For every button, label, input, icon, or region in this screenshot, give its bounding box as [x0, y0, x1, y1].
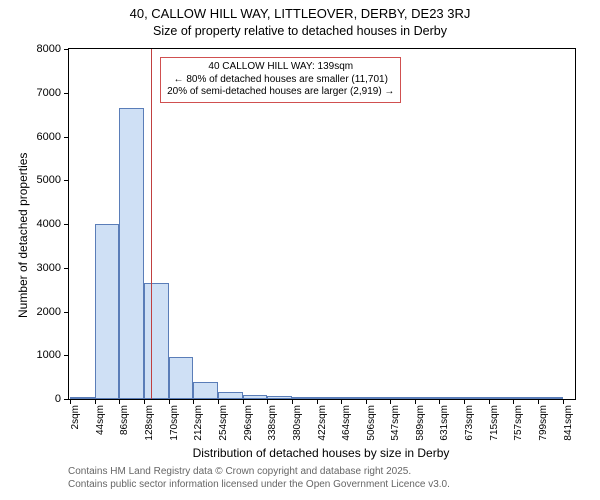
x-tick-mark [267, 399, 268, 404]
y-tick-label: 4000 [37, 218, 61, 230]
x-tick-label: 86sqm [119, 405, 130, 435]
histogram-bar [243, 395, 268, 399]
y-tick-label: 0 [55, 393, 61, 405]
y-tick-label: 3000 [37, 262, 61, 274]
x-tick-label: 757sqm [513, 405, 524, 441]
histogram-bar [390, 397, 415, 399]
x-tick-mark [144, 399, 145, 404]
x-tick-label: 380sqm [292, 405, 303, 441]
y-axis-label: Number of detached properties [16, 153, 30, 318]
y-tick-label: 1000 [37, 349, 61, 361]
x-tick-label: 799sqm [538, 405, 549, 441]
x-tick-label: 422sqm [317, 405, 328, 441]
x-tick-label: 547sqm [390, 405, 401, 441]
x-tick-mark [341, 399, 342, 404]
y-tick-mark [64, 399, 69, 400]
footer-line2: Contains public sector information licen… [68, 479, 450, 492]
y-tick-mark [64, 268, 69, 269]
x-tick-mark [70, 399, 71, 404]
chart-title-line1: 40, CALLOW HILL WAY, LITTLEOVER, DERBY, … [0, 6, 600, 23]
histogram-bar [292, 397, 317, 399]
x-tick-label: 2sqm [70, 405, 81, 429]
y-tick-label: 8000 [37, 43, 61, 55]
x-tick-mark [169, 399, 170, 404]
x-tick-mark [513, 399, 514, 404]
chart-title-line2: Size of property relative to detached ho… [0, 23, 600, 39]
x-tick-mark [193, 399, 194, 404]
histogram-bar [415, 397, 440, 399]
annotation-line: 40 CALLOW HILL WAY: 139sqm [167, 61, 394, 74]
y-tick-mark [64, 180, 69, 181]
x-tick-label: 296sqm [243, 405, 254, 441]
histogram-bar [119, 108, 144, 399]
x-tick-label: 506sqm [366, 405, 377, 441]
footer-line1: Contains HM Land Registry data © Crown c… [68, 466, 450, 479]
histogram-bar [218, 392, 243, 399]
histogram-bar [513, 397, 538, 399]
x-tick-label: 254sqm [218, 405, 229, 441]
x-tick-label: 464sqm [341, 405, 352, 441]
x-tick-mark [390, 399, 391, 404]
histogram-bar [489, 397, 514, 399]
histogram-bar [267, 396, 292, 399]
x-tick-mark [218, 399, 219, 404]
x-tick-label: 212sqm [193, 405, 204, 441]
annotation-box: 40 CALLOW HILL WAY: 139sqm← 80% of detac… [160, 57, 401, 103]
x-tick-mark [119, 399, 120, 404]
y-tick-label: 5000 [37, 174, 61, 186]
marker-vertical-line [151, 49, 152, 399]
x-tick-mark [415, 399, 416, 404]
annotation-line: ← 80% of detached houses are smaller (11… [167, 74, 394, 87]
x-tick-label: 589sqm [415, 405, 426, 441]
x-tick-label: 673sqm [464, 405, 475, 441]
y-tick-label: 6000 [37, 131, 61, 143]
x-tick-mark [489, 399, 490, 404]
x-tick-mark [366, 399, 367, 404]
histogram-plot: 0100020003000400050006000700080002sqm44s… [68, 48, 576, 400]
x-tick-label: 170sqm [169, 405, 180, 441]
y-tick-label: 2000 [37, 306, 61, 318]
x-tick-label: 631sqm [439, 405, 450, 441]
x-tick-mark [317, 399, 318, 404]
x-tick-label: 128sqm [144, 405, 155, 441]
x-tick-label: 715sqm [489, 405, 500, 441]
chart-title-block: 40, CALLOW HILL WAY, LITTLEOVER, DERBY, … [0, 0, 600, 39]
y-tick-mark [64, 312, 69, 313]
annotation-line: 20% of semi-detached houses are larger (… [167, 86, 394, 99]
y-tick-mark [64, 355, 69, 356]
y-tick-mark [64, 93, 69, 94]
y-tick-mark [64, 49, 69, 50]
x-tick-label: 338sqm [267, 405, 278, 441]
histogram-bar [193, 382, 218, 399]
histogram-bar [144, 283, 169, 399]
x-tick-mark [292, 399, 293, 404]
histogram-bar [341, 397, 366, 399]
histogram-bar [538, 397, 563, 399]
x-tick-mark [243, 399, 244, 404]
histogram-bar [169, 357, 194, 399]
histogram-bar [366, 397, 391, 399]
x-tick-label: 841sqm [563, 405, 574, 441]
histogram-bar [439, 397, 464, 399]
x-tick-mark [538, 399, 539, 404]
histogram-bar [464, 397, 489, 399]
x-tick-mark [439, 399, 440, 404]
x-tick-mark [464, 399, 465, 404]
x-tick-mark [563, 399, 564, 404]
y-tick-mark [64, 224, 69, 225]
x-axis-label: Distribution of detached houses by size … [68, 446, 574, 460]
histogram-bar [70, 397, 95, 399]
histogram-bar [95, 224, 120, 399]
y-tick-mark [64, 137, 69, 138]
attribution-footer: Contains HM Land Registry data © Crown c… [68, 466, 450, 491]
y-tick-label: 7000 [37, 87, 61, 99]
x-tick-mark [95, 399, 96, 404]
x-tick-label: 44sqm [95, 405, 106, 435]
histogram-bar [317, 397, 342, 399]
